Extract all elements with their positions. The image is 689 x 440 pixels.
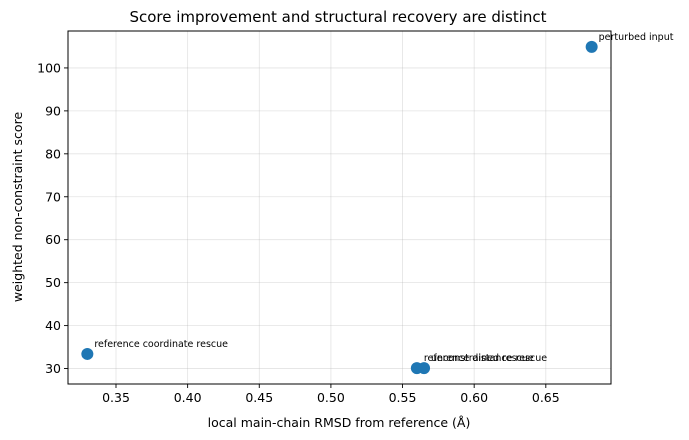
x-tick-label: 0.50 bbox=[317, 390, 345, 405]
axes-layer: 0.35 0.40 0.45 0.50 0.55 0.60 0.65 30 40 50 60 70 80… bbox=[37, 60, 560, 405]
y-tick-label: 80 bbox=[45, 146, 61, 161]
y-tick-label: 30 bbox=[45, 361, 61, 376]
y-axis-label: weighted non-constraint score bbox=[10, 112, 25, 303]
labels-layer: perturbed input reference coordinate resc… bbox=[94, 32, 673, 364]
point-label: unconstrained rescue bbox=[431, 353, 534, 364]
y-tick-label: 40 bbox=[45, 318, 61, 333]
point-label: reference coordinate rescue bbox=[94, 339, 228, 350]
data-point bbox=[418, 362, 431, 375]
x-tick-label: 0.40 bbox=[174, 390, 202, 405]
points-layer bbox=[81, 40, 598, 375]
y-tick-label: 70 bbox=[45, 189, 61, 204]
y-tick-label: 90 bbox=[45, 103, 61, 118]
y-tick-label: 50 bbox=[45, 275, 61, 290]
y-tick-label: 60 bbox=[45, 232, 61, 247]
point-label: reference distance rescue bbox=[424, 353, 547, 364]
x-tick-label: 0.60 bbox=[460, 390, 488, 405]
x-tick-label: 0.35 bbox=[102, 390, 130, 405]
x-tick-label: 0.65 bbox=[532, 390, 560, 405]
grid-layer bbox=[68, 31, 611, 384]
plot-frame bbox=[67, 30, 612, 385]
x-tick-label: 0.45 bbox=[245, 390, 273, 405]
point-label: perturbed input bbox=[599, 32, 674, 43]
data-point bbox=[585, 40, 598, 53]
chart-title: Score improvement and structural recover… bbox=[129, 8, 546, 26]
x-tick-label: 0.55 bbox=[389, 390, 417, 405]
data-point bbox=[81, 347, 94, 360]
x-axis-label: local main-chain RMSD from reference (Å) bbox=[208, 415, 471, 430]
y-tick-label: 100 bbox=[37, 60, 61, 75]
